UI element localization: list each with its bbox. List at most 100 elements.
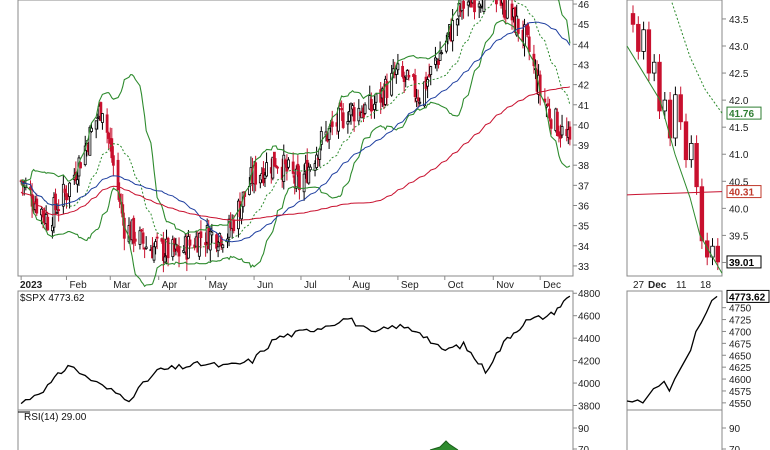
bollinger-upper bbox=[20, 0, 571, 235]
spx-zoom-frame bbox=[626, 290, 723, 411]
spx-panel: 3800 4000 4200 4400 4600 4800 bbox=[17, 289, 601, 413]
main-y-tick-label: 44 bbox=[578, 40, 590, 51]
main-y-tick-label: 40 bbox=[578, 121, 590, 132]
zoom-y-tick-label: 39.5 bbox=[729, 231, 749, 242]
candle-body bbox=[516, 18, 520, 34]
spx-y-tick-label: 4200 bbox=[578, 357, 601, 368]
candle-body bbox=[396, 63, 400, 71]
zoom-candle-body bbox=[636, 23, 641, 52]
zoom-candle-body bbox=[630, 13, 636, 25]
zoom-y-tick-label: 43.0 bbox=[729, 42, 749, 53]
zoom-candle-body bbox=[678, 94, 683, 123]
main-y-tick-label: 34 bbox=[578, 242, 590, 253]
candle-body bbox=[111, 155, 115, 166]
candle-body bbox=[340, 108, 344, 111]
main-x-tick-label: Jun bbox=[257, 280, 273, 291]
candle-body bbox=[298, 171, 301, 191]
candle-body bbox=[99, 102, 103, 121]
candle-body bbox=[394, 68, 398, 75]
candle-body bbox=[101, 113, 104, 123]
candle-body bbox=[401, 65, 404, 77]
candle-body bbox=[440, 52, 444, 55]
candle-body bbox=[215, 234, 218, 249]
rsi-y-tick-label: 90 bbox=[578, 424, 590, 435]
candle-body bbox=[79, 162, 82, 169]
candle-body bbox=[438, 52, 442, 61]
spx-zoom-y-tick-label: 4625 bbox=[729, 363, 752, 374]
ma-blue bbox=[20, 21, 571, 243]
main-y-tick-label: 46 bbox=[578, 0, 590, 11]
main-x-tick-label: Feb bbox=[69, 280, 87, 291]
main-x-tick-label: Aug bbox=[352, 280, 370, 291]
candle-body bbox=[363, 104, 367, 114]
candle-body bbox=[154, 241, 157, 248]
spx-label: $SPX 4773.62 bbox=[20, 293, 85, 304]
zoom-candle-body bbox=[673, 94, 678, 139]
spx-zoom-y-tick-label: 4600 bbox=[729, 375, 752, 386]
candle-body bbox=[219, 236, 223, 247]
candle-body bbox=[374, 93, 378, 103]
main-y-tick-label: 33 bbox=[578, 262, 590, 273]
candle-body bbox=[469, 0, 473, 8]
candle-body bbox=[254, 162, 258, 185]
candle-body bbox=[352, 107, 356, 122]
candle-body bbox=[35, 198, 39, 214]
candle-body bbox=[482, 0, 486, 13]
candle-body bbox=[346, 121, 350, 125]
zoom-y-tick-label: 43.5 bbox=[729, 15, 749, 26]
zoom-x-tick-label: 27 bbox=[633, 280, 645, 291]
candle-body bbox=[76, 179, 79, 185]
candle-body bbox=[46, 216, 50, 231]
candle-body bbox=[65, 193, 68, 201]
candle-body bbox=[434, 57, 437, 65]
zoom-candle-body bbox=[662, 99, 667, 112]
candle-body bbox=[50, 224, 54, 232]
main-price-panel: 33 34 35 36 37 38 39 40 41 42 43 44 45 46 2023 Feb Mar Ap… bbox=[17, 0, 590, 291]
candle-body bbox=[390, 72, 394, 96]
zoom-x-tick-label: Dec bbox=[648, 280, 667, 291]
candle-body bbox=[296, 163, 300, 175]
candle-body bbox=[265, 162, 268, 177]
candle-body bbox=[263, 174, 267, 179]
candle-body bbox=[426, 79, 430, 87]
zoom-candles bbox=[630, 5, 720, 271]
zoom-x-tick-label: 18 bbox=[700, 280, 712, 291]
candle-body bbox=[405, 70, 409, 80]
candle-body bbox=[502, 0, 506, 18]
candle-body bbox=[435, 58, 439, 62]
candle-body bbox=[548, 108, 551, 119]
zoom-price-panel: 39.039.540.040.541.041.542.042.543.043.5… bbox=[626, 0, 762, 291]
candle-body bbox=[271, 156, 275, 179]
candle-body bbox=[107, 132, 111, 139]
spx-zoom-y-tick-label: 4725 bbox=[729, 316, 752, 327]
flag-value: 41.76 bbox=[729, 109, 754, 120]
spx-line bbox=[20, 295, 571, 405]
candle-body bbox=[568, 126, 572, 140]
flag-box bbox=[726, 185, 762, 199]
last-value-flag: 39.01 bbox=[726, 255, 762, 269]
candle-body bbox=[132, 217, 136, 244]
candle-body bbox=[462, 1, 465, 9]
spx-zoom-y-tick-label: 4575 bbox=[729, 387, 752, 398]
candle-body bbox=[138, 230, 142, 245]
candle-body bbox=[187, 236, 190, 259]
candle-body bbox=[52, 197, 56, 228]
candle-body bbox=[199, 231, 203, 239]
zoom-candle-body bbox=[705, 240, 710, 258]
spx-last-value-flag: 4773.62 bbox=[726, 289, 770, 303]
main-y-tick-label: 39 bbox=[578, 141, 590, 152]
spx-frame bbox=[17, 290, 574, 411]
candle-body bbox=[63, 188, 67, 193]
main-x-tick-label: Jul bbox=[304, 280, 317, 291]
candle-body bbox=[546, 103, 550, 107]
zoom-candle-body bbox=[699, 186, 705, 242]
zoom-bollinger-lower bbox=[626, 45, 723, 274]
candle-body bbox=[216, 246, 220, 252]
candle-body bbox=[163, 256, 167, 263]
main-x-tick-label: 2023 bbox=[20, 280, 43, 291]
zoom-candle-body bbox=[694, 143, 699, 188]
candle-body bbox=[560, 126, 564, 136]
candle-body bbox=[307, 166, 311, 184]
flag-value: 39.01 bbox=[729, 258, 754, 269]
bollinger-lower bbox=[20, 19, 571, 288]
